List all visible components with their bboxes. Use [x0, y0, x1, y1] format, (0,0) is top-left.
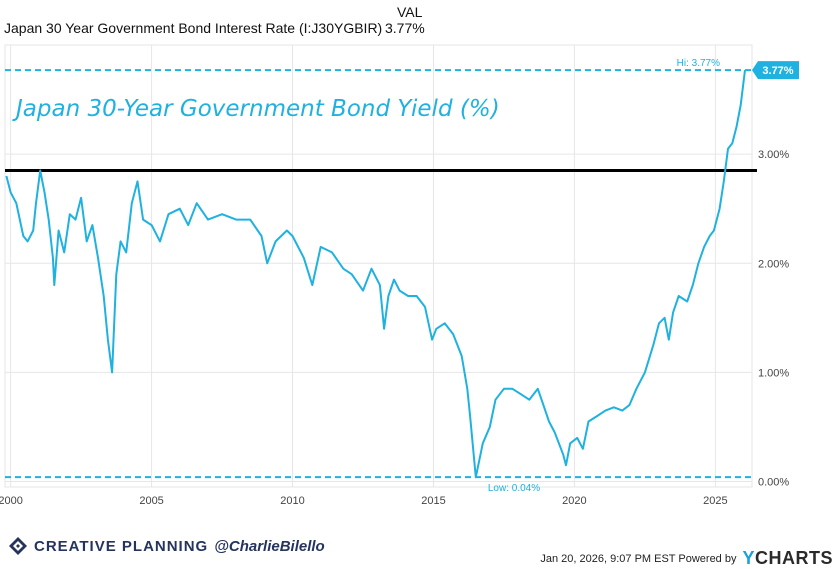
plot-area — [4, 44, 753, 488]
series-line — [5, 69, 746, 479]
ycharts-logo: YCHARTS — [742, 548, 833, 569]
footer-credit: Jan 20, 2026, 9:07 PM EST Powered by YCH… — [540, 548, 833, 569]
brand-name: CREATIVE PLANNING — [34, 537, 209, 555]
val-label: VAL — [397, 4, 423, 20]
chart-title: Japan 30-Year Government Bond Yield (%) — [12, 96, 500, 122]
x-tick-label: 2020 — [562, 495, 586, 507]
y-tick-label: 0.00% — [758, 477, 789, 489]
val-value: 3.77% — [385, 20, 425, 36]
x-tick-label: 2000 — [0, 495, 23, 507]
author-handle: @CharlieBilello — [214, 537, 325, 555]
series-name: Japan 30 Year Government Bond Interest R… — [4, 20, 383, 36]
ycharts-y: Y — [742, 548, 755, 568]
low-label: Low: 0.04% — [488, 483, 540, 494]
x-tick-label: 2010 — [280, 495, 304, 507]
y-tick-label: 1.00% — [758, 367, 789, 379]
x-tick-label: 2005 — [139, 495, 163, 507]
x-tick-label: 2025 — [703, 495, 727, 507]
ycharts-rest: CHARTS — [755, 548, 833, 568]
y-tick-label: 2.00% — [758, 258, 789, 270]
last-value-label: 3.77% — [762, 65, 793, 77]
x-tick-label: 2015 — [421, 495, 445, 507]
y-tick-label: 3.00% — [758, 149, 789, 161]
hi-label: Hi: 3.77% — [677, 58, 720, 69]
timestamp: Jan 20, 2026, 9:07 PM EST Powered by — [540, 552, 737, 565]
creative-planning-brand: CREATIVE PLANNING @CharlieBilello — [8, 536, 325, 556]
creative-planning-logo-icon — [9, 537, 27, 555]
last-value-badge — [752, 61, 799, 80]
